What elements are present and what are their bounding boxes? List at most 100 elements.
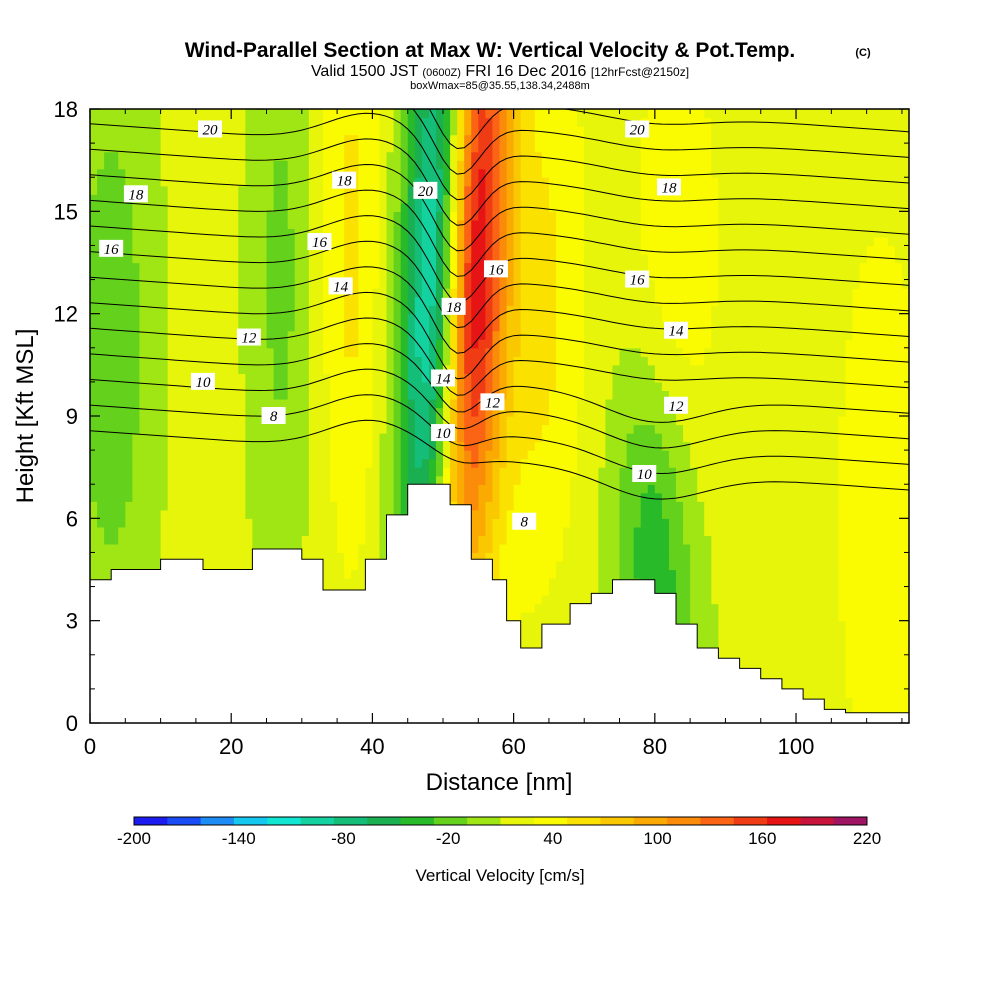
- velocity-cell: [266, 356, 275, 366]
- velocity-cell: [803, 680, 811, 690]
- velocity-cell: [739, 620, 748, 630]
- velocity-cell: [796, 578, 804, 588]
- velocity-cell: [838, 458, 847, 468]
- velocity-cell: [873, 526, 882, 536]
- velocity-cell: [153, 543, 162, 554]
- velocity-cell: [746, 364, 755, 374]
- velocity-cell: [358, 356, 366, 366]
- velocity-cell: [866, 373, 875, 383]
- velocity-cell: [704, 518, 712, 528]
- velocity-cell: [160, 543, 169, 554]
- velocity-cell: [104, 569, 112, 579]
- velocity-cell: [506, 433, 515, 443]
- velocity-cell: [697, 484, 705, 494]
- velocity-cell: [527, 620, 536, 630]
- velocity-cell: [901, 509, 909, 519]
- velocity-cell: [414, 381, 423, 392]
- velocity-cell: [541, 416, 550, 426]
- velocity-cell: [887, 629, 896, 639]
- velocity-cell: [880, 671, 889, 681]
- velocity-cell: [555, 569, 564, 579]
- velocity-cell: [824, 475, 832, 485]
- velocity-cell: [188, 458, 197, 468]
- velocity-cell: [513, 543, 522, 554]
- velocity-cell: [668, 390, 677, 400]
- velocity-cell: [217, 509, 225, 519]
- velocity-cell: [711, 569, 719, 579]
- velocity-cell: [520, 416, 529, 426]
- velocity-cell: [866, 654, 875, 664]
- velocity-cell: [541, 398, 550, 409]
- velocity-cell: [605, 535, 614, 545]
- velocity-cell: [259, 381, 268, 392]
- velocity-cell: [322, 569, 331, 579]
- velocity-cell: [767, 595, 776, 605]
- velocity-cell: [880, 509, 889, 519]
- velocity-cell: [887, 467, 896, 477]
- velocity-cell: [633, 381, 642, 392]
- velocity-cell: [661, 416, 670, 426]
- velocity-cell: [471, 398, 479, 409]
- velocity-cell: [344, 526, 352, 536]
- velocity-cell: [683, 424, 691, 434]
- velocity-cell: [746, 381, 755, 392]
- velocity-cell: [513, 552, 522, 562]
- velocity-cell: [654, 467, 663, 477]
- velocity-cell: [386, 373, 395, 383]
- velocity-cell: [711, 629, 719, 639]
- velocity-cell: [619, 475, 628, 485]
- velocity-cell: [224, 450, 232, 460]
- velocity-cell: [711, 552, 719, 562]
- velocity-cell: [231, 398, 239, 409]
- velocity-cell: [224, 424, 232, 434]
- velocity-cell: [195, 535, 204, 545]
- velocity-cell: [767, 398, 776, 409]
- velocity-cell: [344, 569, 352, 579]
- velocity-cell: [866, 578, 875, 588]
- velocity-cell: [810, 569, 818, 579]
- velocity-cell: [555, 492, 564, 502]
- velocity-cell: [111, 543, 119, 554]
- velocity-cell: [280, 492, 289, 502]
- velocity-cell: [266, 526, 275, 536]
- velocity-cell: [217, 552, 225, 562]
- velocity-cell: [174, 501, 183, 511]
- velocity-cell: [400, 373, 409, 383]
- velocity-cell: [788, 441, 797, 451]
- velocity-cell: [301, 526, 310, 536]
- velocity-cell: [732, 543, 741, 554]
- velocity-cell: [817, 441, 825, 451]
- velocity-cell: [767, 560, 776, 571]
- velocity-cell: [464, 441, 472, 451]
- velocity-cell: [803, 620, 811, 630]
- velocity-cell: [570, 475, 578, 485]
- velocity-cell: [534, 441, 543, 451]
- velocity-cell: [379, 433, 388, 443]
- velocity-cell: [231, 433, 239, 443]
- velocity-cell: [118, 416, 126, 426]
- velocity-cell: [788, 518, 797, 528]
- velocity-cell: [732, 416, 741, 426]
- velocity-cell: [718, 560, 727, 571]
- velocity-cell: [647, 364, 656, 374]
- velocity-cell: [810, 612, 818, 622]
- velocity-cell: [167, 364, 176, 374]
- velocity-cell: [831, 484, 839, 494]
- velocity-cell: [831, 492, 839, 502]
- velocity-cell: [146, 501, 155, 511]
- velocity-cell: [866, 518, 875, 528]
- velocity-cell: [563, 416, 571, 426]
- velocity-cell: [167, 458, 176, 468]
- velocity-cell: [224, 441, 232, 451]
- velocity-cell: [259, 450, 268, 460]
- velocity-cell: [880, 697, 889, 707]
- velocity-cell: [640, 407, 649, 417]
- velocity-cell: [824, 407, 832, 417]
- velocity-cell: [880, 578, 889, 588]
- velocity-cell: [555, 552, 564, 562]
- velocity-cell: [732, 552, 741, 562]
- velocity-cell: [252, 381, 261, 392]
- velocity-cell: [344, 509, 352, 519]
- velocity-cell: [506, 509, 515, 519]
- velocity-cell: [732, 646, 741, 656]
